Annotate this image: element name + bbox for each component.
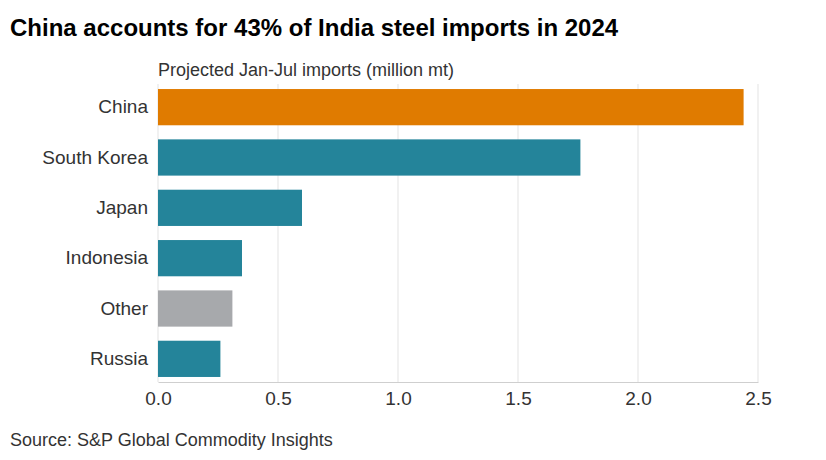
y-tick: South Korea: [42, 147, 158, 168]
x-tick-label: 2.5: [745, 388, 771, 409]
y-tick-label: Japan: [96, 197, 148, 218]
grid-line: [638, 84, 639, 382]
y-tick-label: South Korea: [42, 147, 148, 168]
x-tick-label: 1.5: [505, 388, 531, 409]
y-tick: Russia: [90, 348, 158, 369]
grid: [158, 84, 758, 382]
x-tick: 1.5: [505, 382, 531, 409]
x-tick-label: 2.0: [625, 388, 651, 409]
bars: [158, 89, 744, 377]
title: China accounts for 43% of India steel im…: [10, 14, 619, 41]
y-tick: Indonesia: [66, 247, 158, 268]
x-tick-label: 0.5: [265, 388, 291, 409]
source: Source: S&P Global Commodity Insights: [10, 430, 333, 450]
y-axis: China South Korea Japan Indonesia Other Russi…: [42, 96, 158, 369]
chart: China accounts for 43% of India steel im…: [0, 0, 826, 460]
y-tick: China: [98, 96, 158, 117]
grid-line: [758, 84, 759, 382]
grid-line: [518, 84, 519, 382]
bar: [158, 341, 220, 377]
y-tick-label: China: [98, 96, 148, 117]
grid-line: [158, 84, 159, 382]
bar: [158, 190, 302, 226]
y-tick: Other: [100, 298, 158, 319]
x-tick-label: 1.0: [385, 388, 411, 409]
grid-line: [398, 84, 399, 382]
x-tick: 0.5: [265, 382, 291, 409]
y-tick-label: Indonesia: [66, 247, 149, 268]
x-tick: 1.0: [385, 382, 411, 409]
grid-line: [278, 84, 279, 382]
subtitle: Projected Jan-Jul imports (million mt): [158, 60, 454, 80]
y-tick-label: Russia: [90, 348, 149, 369]
bar: [158, 139, 580, 175]
bar: [158, 240, 242, 276]
bar: [158, 89, 744, 125]
y-tick: Japan: [96, 197, 158, 218]
x-tick: 2.5: [745, 382, 771, 409]
x-tick: 2.0: [625, 382, 651, 409]
y-tick-label: Other: [100, 298, 148, 319]
x-axis: 0.0 0.5 1.0 1.5 2.0 2.5: [145, 382, 771, 409]
x-tick: 0.0: [145, 382, 171, 409]
bar: [158, 290, 232, 326]
x-tick-label: 0.0: [145, 388, 171, 409]
x-axis-line: [159, 382, 759, 383]
